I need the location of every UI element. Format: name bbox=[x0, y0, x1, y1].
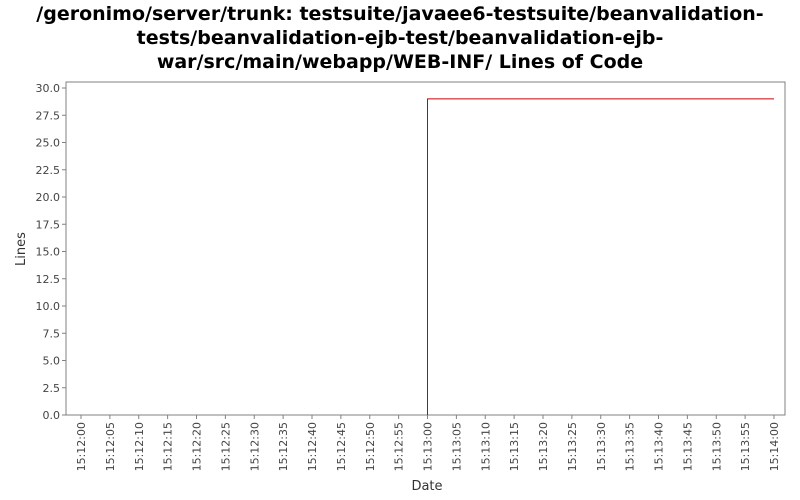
series-group bbox=[427, 98, 774, 415]
y-tick-label: 22.5 bbox=[36, 164, 61, 177]
x-tick-label: 15:12:05 bbox=[104, 422, 117, 471]
x-tick-label: 15:12:25 bbox=[219, 422, 232, 471]
y-tick-label: 27.5 bbox=[36, 109, 61, 122]
y-tick-label: 7.5 bbox=[43, 327, 61, 340]
y-tick-label: 0.0 bbox=[43, 409, 61, 422]
y-tick-label: 20.0 bbox=[36, 191, 61, 204]
x-tick-label: 15:12:15 bbox=[162, 422, 175, 471]
y-tick-label: 12.5 bbox=[36, 273, 61, 286]
series-line bbox=[427, 98, 774, 415]
y-tick-label: 30.0 bbox=[36, 82, 61, 95]
x-tick-label: 15:12:30 bbox=[248, 422, 261, 471]
x-tick-label: 15:12:55 bbox=[393, 422, 406, 471]
y-tick-label: 15.0 bbox=[36, 246, 61, 259]
x-tick-label: 15:13:15 bbox=[508, 422, 521, 471]
x-tick-label: 15:13:25 bbox=[566, 422, 579, 471]
x-tick-label: 15:13:35 bbox=[624, 422, 637, 471]
x-axis: 15:12:00 15:12:05 15:12:10 15:12:15 15:12:20… bbox=[75, 415, 781, 471]
y-axis: 0.0 2.5 5.0 7.5 10.0 12.5 15.0 17.5 20.0 22.5 25.0… bbox=[36, 82, 66, 422]
chart-title: /geronimo/server/trunk: testsuite/javaee… bbox=[0, 2, 800, 74]
x-tick-label: 15:13:40 bbox=[653, 422, 666, 471]
x-axis-label: Date bbox=[411, 479, 442, 494]
x-tick-label: 15:12:35 bbox=[277, 422, 290, 471]
x-tick-label: 15:12:40 bbox=[306, 422, 319, 471]
chart-title-line-1: /geronimo/server/trunk: testsuite/javaee… bbox=[36, 3, 764, 25]
y-tick-label: 25.0 bbox=[36, 137, 61, 150]
x-tick-label: 15:12:50 bbox=[364, 422, 377, 471]
plot-area bbox=[65, 81, 786, 416]
x-tick-label: 15:13:10 bbox=[479, 422, 492, 471]
x-tick-label: 15:13:05 bbox=[450, 422, 463, 471]
x-tick-label: 15:12:45 bbox=[335, 422, 348, 471]
x-tick-label: 15:13:50 bbox=[710, 422, 723, 471]
x-tick-label: 15:13:55 bbox=[739, 422, 752, 471]
x-tick-label: 15:14:00 bbox=[768, 422, 781, 471]
x-tick-label: 15:13:45 bbox=[681, 422, 694, 471]
x-tick-label: 15:13:20 bbox=[537, 422, 550, 471]
x-tick-label: 15:12:20 bbox=[191, 422, 204, 471]
y-tick-label: 17.5 bbox=[36, 218, 61, 231]
y-tick-label: 10.0 bbox=[36, 300, 61, 313]
x-tick-label: 15:12:00 bbox=[75, 422, 88, 471]
y-tick-label: 2.5 bbox=[43, 382, 61, 395]
x-tick-label: 15:13:00 bbox=[422, 422, 435, 471]
x-tick-label: 15:13:30 bbox=[595, 422, 608, 471]
chart-title-line-3: war/src/main/webapp/WEB-INF/ Lines of Co… bbox=[156, 51, 644, 73]
x-tick-label: 15:12:10 bbox=[133, 422, 146, 471]
y-tick-label: 5.0 bbox=[43, 355, 61, 368]
y-axis-label: Lines bbox=[14, 232, 29, 266]
chart-title-line-2: tests/beanvalidation-ejb-test/beanvalida… bbox=[136, 27, 664, 49]
